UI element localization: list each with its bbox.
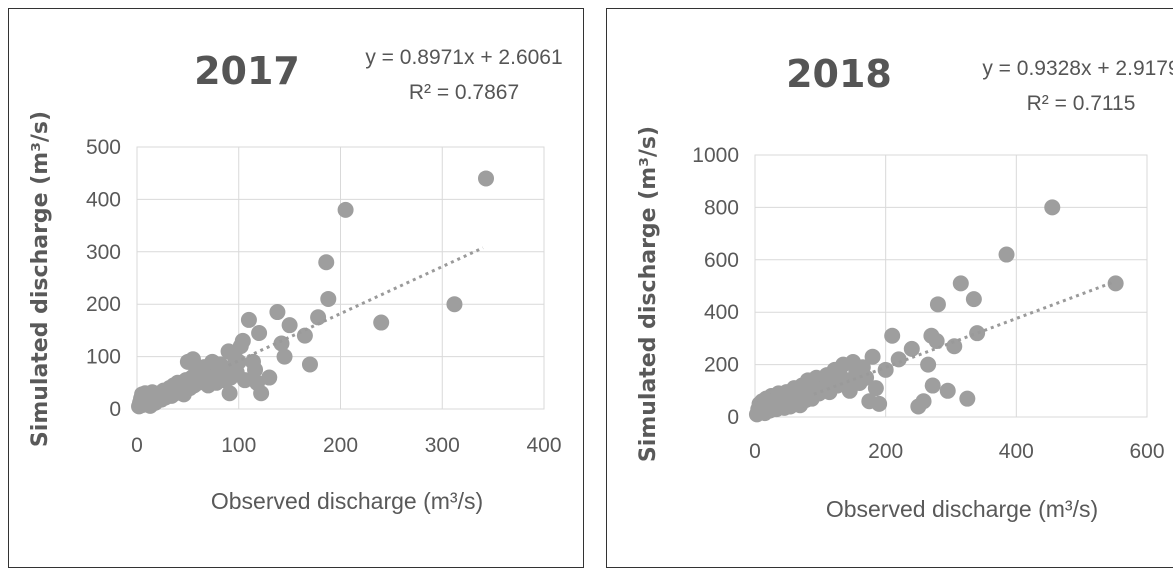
chart-panel-2017: 0 100 200 300 400 0 100 200 300 400 500 2017 y = 0.8… xyxy=(8,8,584,568)
data-point xyxy=(915,393,932,410)
data-point xyxy=(240,311,257,328)
x-tick-label: 0 xyxy=(131,434,143,457)
x-tick-label: 100 xyxy=(221,434,256,457)
data-point xyxy=(251,325,268,342)
trendline xyxy=(813,280,1115,396)
trendline-equation: y = 0.9328x + 2.9179 xyxy=(982,57,1173,80)
x-axis-label: Observed discharge (m³/s) xyxy=(826,496,1098,522)
data-point xyxy=(230,353,247,370)
data-point xyxy=(858,369,875,386)
data-point xyxy=(236,372,253,389)
data-point xyxy=(998,246,1015,263)
data-point xyxy=(929,296,946,313)
data-point xyxy=(184,351,201,368)
data-point xyxy=(920,356,937,373)
y-tick-label: 200 xyxy=(86,293,121,316)
r-squared-label: R² = 0.7867 xyxy=(409,81,519,104)
data-point xyxy=(952,275,969,292)
data-point xyxy=(864,348,881,365)
trendline-equation: y = 0.8971x + 2.6061 xyxy=(365,46,562,69)
scatter-chart-2018: 0 200 400 600 0 200 400 600 800 1000 2018 y = 0.932… xyxy=(636,52,1173,522)
data-point xyxy=(903,340,920,357)
x-axis-label: Observed discharge (m³/s) xyxy=(211,488,483,514)
data-point xyxy=(320,290,337,307)
data-point xyxy=(871,395,888,412)
data-point xyxy=(924,377,941,394)
data-point xyxy=(877,361,894,378)
x-tick-label: 0 xyxy=(749,440,761,463)
data-point xyxy=(318,254,335,271)
y-axis-label: Simulated discharge (m³/s) xyxy=(636,126,661,462)
y-tick-label: 600 xyxy=(704,249,739,272)
x-tick-label: 400 xyxy=(999,440,1034,463)
data-point xyxy=(939,382,956,399)
data-point xyxy=(269,304,286,321)
data-point xyxy=(261,369,278,386)
data-point xyxy=(1107,275,1124,292)
trendline xyxy=(227,246,484,367)
data-point xyxy=(301,356,318,373)
x-tick-label: 200 xyxy=(868,440,903,463)
y-tick-label: 0 xyxy=(727,406,739,429)
y-tick-label: 200 xyxy=(704,354,739,377)
r-squared-label: R² = 0.7115 xyxy=(1027,92,1136,115)
data-point xyxy=(478,170,495,187)
chart-title: 2017 xyxy=(194,49,300,93)
y-tick-label: 500 xyxy=(86,136,121,159)
y-tick-label: 400 xyxy=(86,188,121,211)
y-tick-label: 100 xyxy=(86,346,121,369)
x-tick-label: 200 xyxy=(323,434,358,457)
data-point xyxy=(337,201,354,218)
data-point xyxy=(965,291,982,308)
data-point xyxy=(253,385,270,402)
data-point xyxy=(276,348,293,365)
y-tick-label: 0 xyxy=(109,398,121,421)
data-point xyxy=(946,338,963,355)
data-point xyxy=(281,317,298,334)
data-point xyxy=(928,333,945,350)
data-point xyxy=(959,390,976,407)
y-tick-label: 400 xyxy=(704,301,739,324)
x-tick-label: 300 xyxy=(425,434,460,457)
data-point xyxy=(884,327,901,344)
x-tick-label: 400 xyxy=(526,434,561,457)
data-point xyxy=(867,380,884,397)
data-point xyxy=(969,325,986,342)
data-point xyxy=(234,332,251,349)
chart-panel-2018: 0 200 400 600 0 200 400 600 800 1000 2018 y = 0.932… xyxy=(606,8,1173,568)
y-axis-label: Simulated discharge (m³/s) xyxy=(28,111,53,447)
y-tick-label: 800 xyxy=(704,196,739,219)
data-point xyxy=(221,385,238,402)
data-point xyxy=(1044,199,1061,216)
y-tick-label: 300 xyxy=(86,241,121,264)
data-point xyxy=(247,361,264,378)
x-tick-label: 600 xyxy=(1129,440,1164,463)
scatter-chart-2017: 0 100 200 300 400 0 100 200 300 400 500 2017 y = 0.8… xyxy=(28,46,563,514)
y-tick-label: 1000 xyxy=(692,144,739,167)
data-point xyxy=(273,335,290,352)
data-point xyxy=(310,309,327,326)
data-point xyxy=(446,296,463,313)
chart-title: 2018 xyxy=(786,52,892,96)
data-point xyxy=(373,314,390,331)
